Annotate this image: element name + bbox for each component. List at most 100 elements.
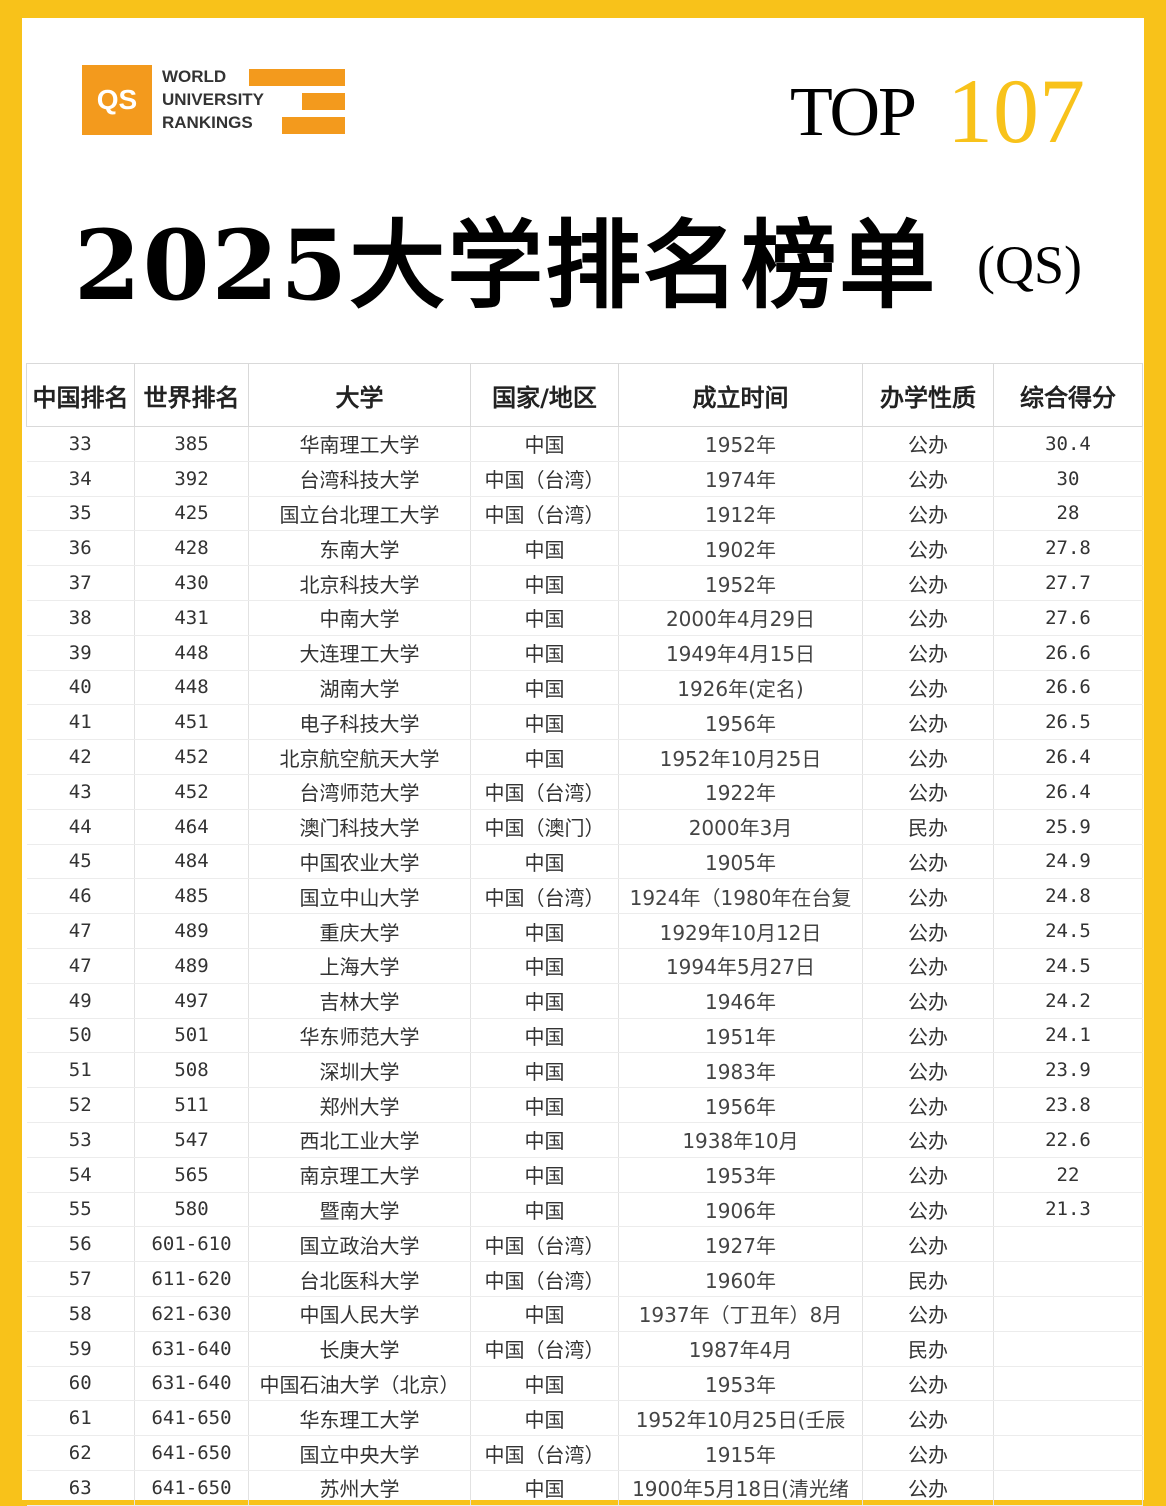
cell-china-rank: 54 xyxy=(26,1157,135,1193)
cell-founded: 1953年 xyxy=(618,1157,863,1193)
cell-university: 澳门科技大学 xyxy=(248,809,471,845)
cell-region: 中国 xyxy=(470,844,619,880)
table-row: 44 464 澳门科技大学 中国（澳门） 2000年3月 民办 25.9 xyxy=(26,809,1143,845)
cell-china-rank: 45 xyxy=(26,844,135,880)
table-row: 61 641-650 华东理工大学 中国 1952年10月25日(壬辰 公办 xyxy=(26,1400,1143,1437)
cell-world-rank: 428 xyxy=(134,530,249,567)
table-row: 34 392 台湾科技大学 中国（台湾） 1974年 公办 30 xyxy=(26,461,1143,497)
cell-region: 中国（台湾） xyxy=(470,1331,619,1367)
table-body: 33 385 华南理工大学 中国 1952年 公办 30.4 34 392 台湾科技大学 中国（台湾… xyxy=(26,426,1143,1506)
cell-region: 中国 xyxy=(470,704,619,741)
cell-founded: 1905年 xyxy=(618,844,863,880)
cell-university: 吉林大学 xyxy=(248,983,471,1019)
cell-type: 公办 xyxy=(862,1296,994,1332)
cell-region: 中国 xyxy=(470,1052,619,1089)
cell-china-rank: 36 xyxy=(26,530,135,567)
cell-university: 中南大学 xyxy=(248,600,471,636)
cell-founded: 1953年 xyxy=(618,1366,863,1402)
cell-world-rank: 485 xyxy=(134,878,249,915)
cell-university: 暨南大学 xyxy=(248,1192,471,1228)
qs-logo-line-world: WORLD xyxy=(162,67,227,86)
cell-founded: 2000年4月29日 xyxy=(618,600,863,636)
cell-world-rank: 452 xyxy=(134,739,249,775)
cell-founded: 1924年（1980年在台复 xyxy=(618,878,863,915)
cell-founded: 1938年10月 xyxy=(618,1122,863,1158)
cell-score xyxy=(993,1435,1143,1471)
cell-score: 26.4 xyxy=(993,774,1143,810)
cell-type: 公办 xyxy=(862,1122,994,1158)
cell-founded: 1915年 xyxy=(618,1435,863,1471)
table-row: 38 431 中南大学 中国 2000年4月29日 公办 27.6 xyxy=(26,600,1143,636)
cell-type: 公办 xyxy=(862,530,994,567)
cell-world-rank: 385 xyxy=(134,426,249,462)
cell-score: 27.6 xyxy=(993,600,1143,636)
cell-founded: 1906年 xyxy=(618,1192,863,1228)
cell-founded: 1983年 xyxy=(618,1052,863,1089)
header-type: 办学性质 xyxy=(862,363,994,427)
table-row: 39 448 大连理工大学 中国 1949年4月15日 公办 26.6 xyxy=(26,635,1143,671)
cell-university: 长庚大学 xyxy=(248,1331,471,1367)
cell-type: 公办 xyxy=(862,600,994,636)
cell-world-rank: 641-650 xyxy=(134,1435,249,1471)
qs-logo: QS WORLD UNIVERSITY RANKINGS xyxy=(82,65,352,135)
cell-university: 重庆大学 xyxy=(248,913,471,949)
qs-logo-line-rankings: RANKINGS xyxy=(162,113,253,132)
cell-score xyxy=(993,1296,1143,1332)
cell-founded: 1952年10月25日 xyxy=(618,739,863,775)
table-row: 40 448 湖南大学 中国 1926年(定名) 公办 26.6 xyxy=(26,670,1143,706)
cell-founded: 1926年(定名) xyxy=(618,670,863,706)
cell-world-rank: 484 xyxy=(134,844,249,880)
table-row: 55 580 暨南大学 中国 1906年 公办 21.3 xyxy=(26,1192,1143,1228)
cell-china-rank: 56 xyxy=(26,1226,135,1263)
cell-region: 中国（台湾） xyxy=(470,496,619,532)
cell-china-rank: 53 xyxy=(26,1122,135,1158)
table-row: 35 425 国立台北理工大学 中国（台湾） 1912年 公办 28 xyxy=(26,496,1143,532)
page-title: 2025大学排名榜单 xyxy=(74,209,938,322)
cell-founded: 1912年 xyxy=(618,496,863,532)
cell-score: 21.3 xyxy=(993,1192,1143,1228)
cell-china-rank: 37 xyxy=(26,565,135,601)
cell-founded: 1952年 xyxy=(618,565,863,601)
cell-china-rank: 43 xyxy=(26,774,135,810)
cell-china-rank: 33 xyxy=(26,426,135,462)
cell-founded: 1949年4月15日 xyxy=(618,635,863,671)
header-founded: 成立时间 xyxy=(618,363,863,427)
cell-china-rank: 44 xyxy=(26,809,135,845)
cell-world-rank: 580 xyxy=(134,1192,249,1228)
cell-china-rank: 55 xyxy=(26,1192,135,1228)
table-row: 47 489 重庆大学 中国 1929年10月12日 公办 24.5 xyxy=(26,913,1143,949)
cell-china-rank: 38 xyxy=(26,600,135,636)
cell-china-rank: 47 xyxy=(26,913,135,949)
cell-score: 28 xyxy=(993,496,1143,532)
cell-score: 23.8 xyxy=(993,1087,1143,1123)
table-row: 52 511 郑州大学 中国 1956年 公办 23.8 xyxy=(26,1087,1143,1123)
cell-founded: 1956年 xyxy=(618,1087,863,1123)
cell-type: 公办 xyxy=(862,774,994,810)
cell-founded: 1956年 xyxy=(618,704,863,741)
cell-founded: 1952年 xyxy=(618,426,863,462)
cell-university: 国立中央大学 xyxy=(248,1435,471,1471)
cell-score: 27.8 xyxy=(993,530,1143,567)
cell-university: 北京航空航天大学 xyxy=(248,739,471,775)
cell-type: 公办 xyxy=(862,1435,994,1471)
cell-university: 东南大学 xyxy=(248,530,471,567)
cell-score: 26.6 xyxy=(993,670,1143,706)
cell-score: 24.9 xyxy=(993,844,1143,880)
cell-score: 26.6 xyxy=(993,635,1143,671)
qs-logo-bar xyxy=(249,69,345,86)
cell-world-rank: 547 xyxy=(134,1122,249,1158)
cell-region: 中国 xyxy=(470,1122,619,1158)
cell-region: 中国 xyxy=(470,1157,619,1193)
cell-score xyxy=(993,1261,1143,1297)
cell-university: 大连理工大学 xyxy=(248,635,471,671)
cell-china-rank: 34 xyxy=(26,461,135,497)
cell-region: 中国 xyxy=(470,565,619,601)
cell-university: 华东理工大学 xyxy=(248,1400,471,1437)
cell-type: 民办 xyxy=(862,1261,994,1297)
cell-world-rank: 451 xyxy=(134,704,249,741)
cell-university: 台湾科技大学 xyxy=(248,461,471,497)
cell-region: 中国（台湾） xyxy=(470,1435,619,1471)
cell-china-rank: 60 xyxy=(26,1366,135,1402)
cell-score xyxy=(993,1226,1143,1263)
header-china-rank: 中国排名 xyxy=(26,363,135,427)
